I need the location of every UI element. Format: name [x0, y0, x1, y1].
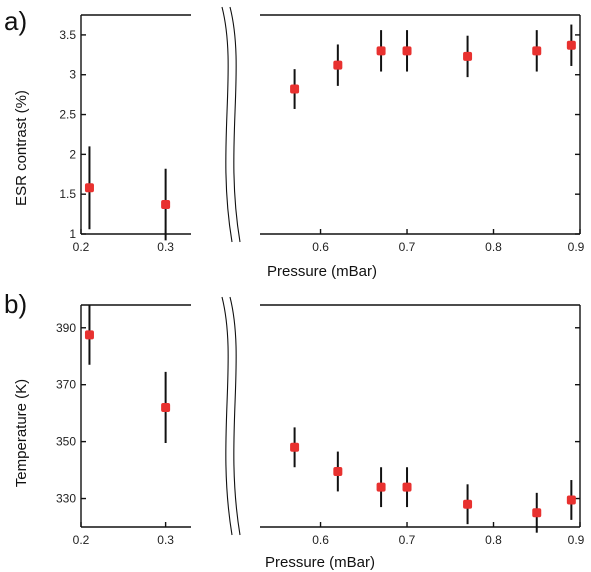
- y-tick-label: 2: [69, 147, 76, 161]
- data-point: [463, 499, 473, 509]
- axis-break-line: [221, 296, 233, 536]
- y-tick-label: 390: [56, 321, 76, 335]
- x-tick-label: 0.7: [399, 240, 416, 254]
- y-axis-title-b: Temperature (K): [13, 379, 30, 487]
- data-point: [566, 495, 576, 505]
- x-tick-label: 0.6: [312, 240, 329, 254]
- x-tick-label: 0.8: [485, 533, 502, 547]
- x-axis-title-a: Pressure (mBar): [267, 263, 377, 280]
- y-tick-label: 350: [56, 435, 76, 449]
- data-point: [376, 482, 386, 492]
- panel-b: b) Temperature (K) Pressure (mBar) 330 35…: [4, 289, 585, 571]
- data-point: [84, 183, 94, 193]
- data-point: [333, 60, 343, 70]
- data-point: [161, 402, 171, 412]
- data-point: [290, 84, 300, 94]
- x-tick-label: 0.7: [399, 533, 416, 547]
- data-point: [333, 467, 343, 476]
- panel-label-b: b): [4, 289, 27, 319]
- data-point: [402, 46, 412, 56]
- x-tick-label: 0.2: [73, 240, 90, 254]
- axis-break-line: [229, 6, 241, 243]
- x-tick-label: 0.2: [73, 533, 90, 547]
- data-point: [532, 46, 542, 56]
- axis-break-line: [229, 296, 241, 536]
- data-point: [161, 200, 171, 210]
- panel-label-a: a): [4, 6, 27, 36]
- data-point: [376, 46, 386, 56]
- data-point: [463, 51, 473, 61]
- y-tick-label: 3.5: [59, 28, 76, 42]
- x-tick-label: 0.3: [157, 533, 174, 547]
- y-tick-label: 330: [56, 492, 76, 506]
- x-tick-label: 0.6: [312, 533, 329, 547]
- data-point: [532, 508, 542, 518]
- data-point: [290, 442, 300, 452]
- y-tick-label: 1: [69, 227, 76, 241]
- y-tick-label: 2.5: [59, 108, 76, 122]
- x-tick-label: 0.9: [568, 533, 585, 547]
- x-tick-label: 0.9: [568, 240, 585, 254]
- panel-a: a) ESR contrast (%) Pressure (mBar) 1 1.5…: [4, 6, 585, 280]
- y-tick-label: 3: [69, 68, 76, 82]
- y-tick-label: 1.5: [59, 187, 76, 201]
- y-tick-label: 370: [56, 378, 76, 392]
- x-tick-label: 0.8: [485, 240, 502, 254]
- data-point: [402, 482, 412, 492]
- data-point: [566, 40, 576, 50]
- x-axis-title-b: Pressure (mBar): [265, 554, 375, 571]
- data-point: [84, 330, 94, 340]
- y-axis-title-a: ESR contrast (%): [13, 90, 30, 206]
- x-tick-label: 0.3: [157, 240, 174, 254]
- axis-break-line: [221, 6, 233, 243]
